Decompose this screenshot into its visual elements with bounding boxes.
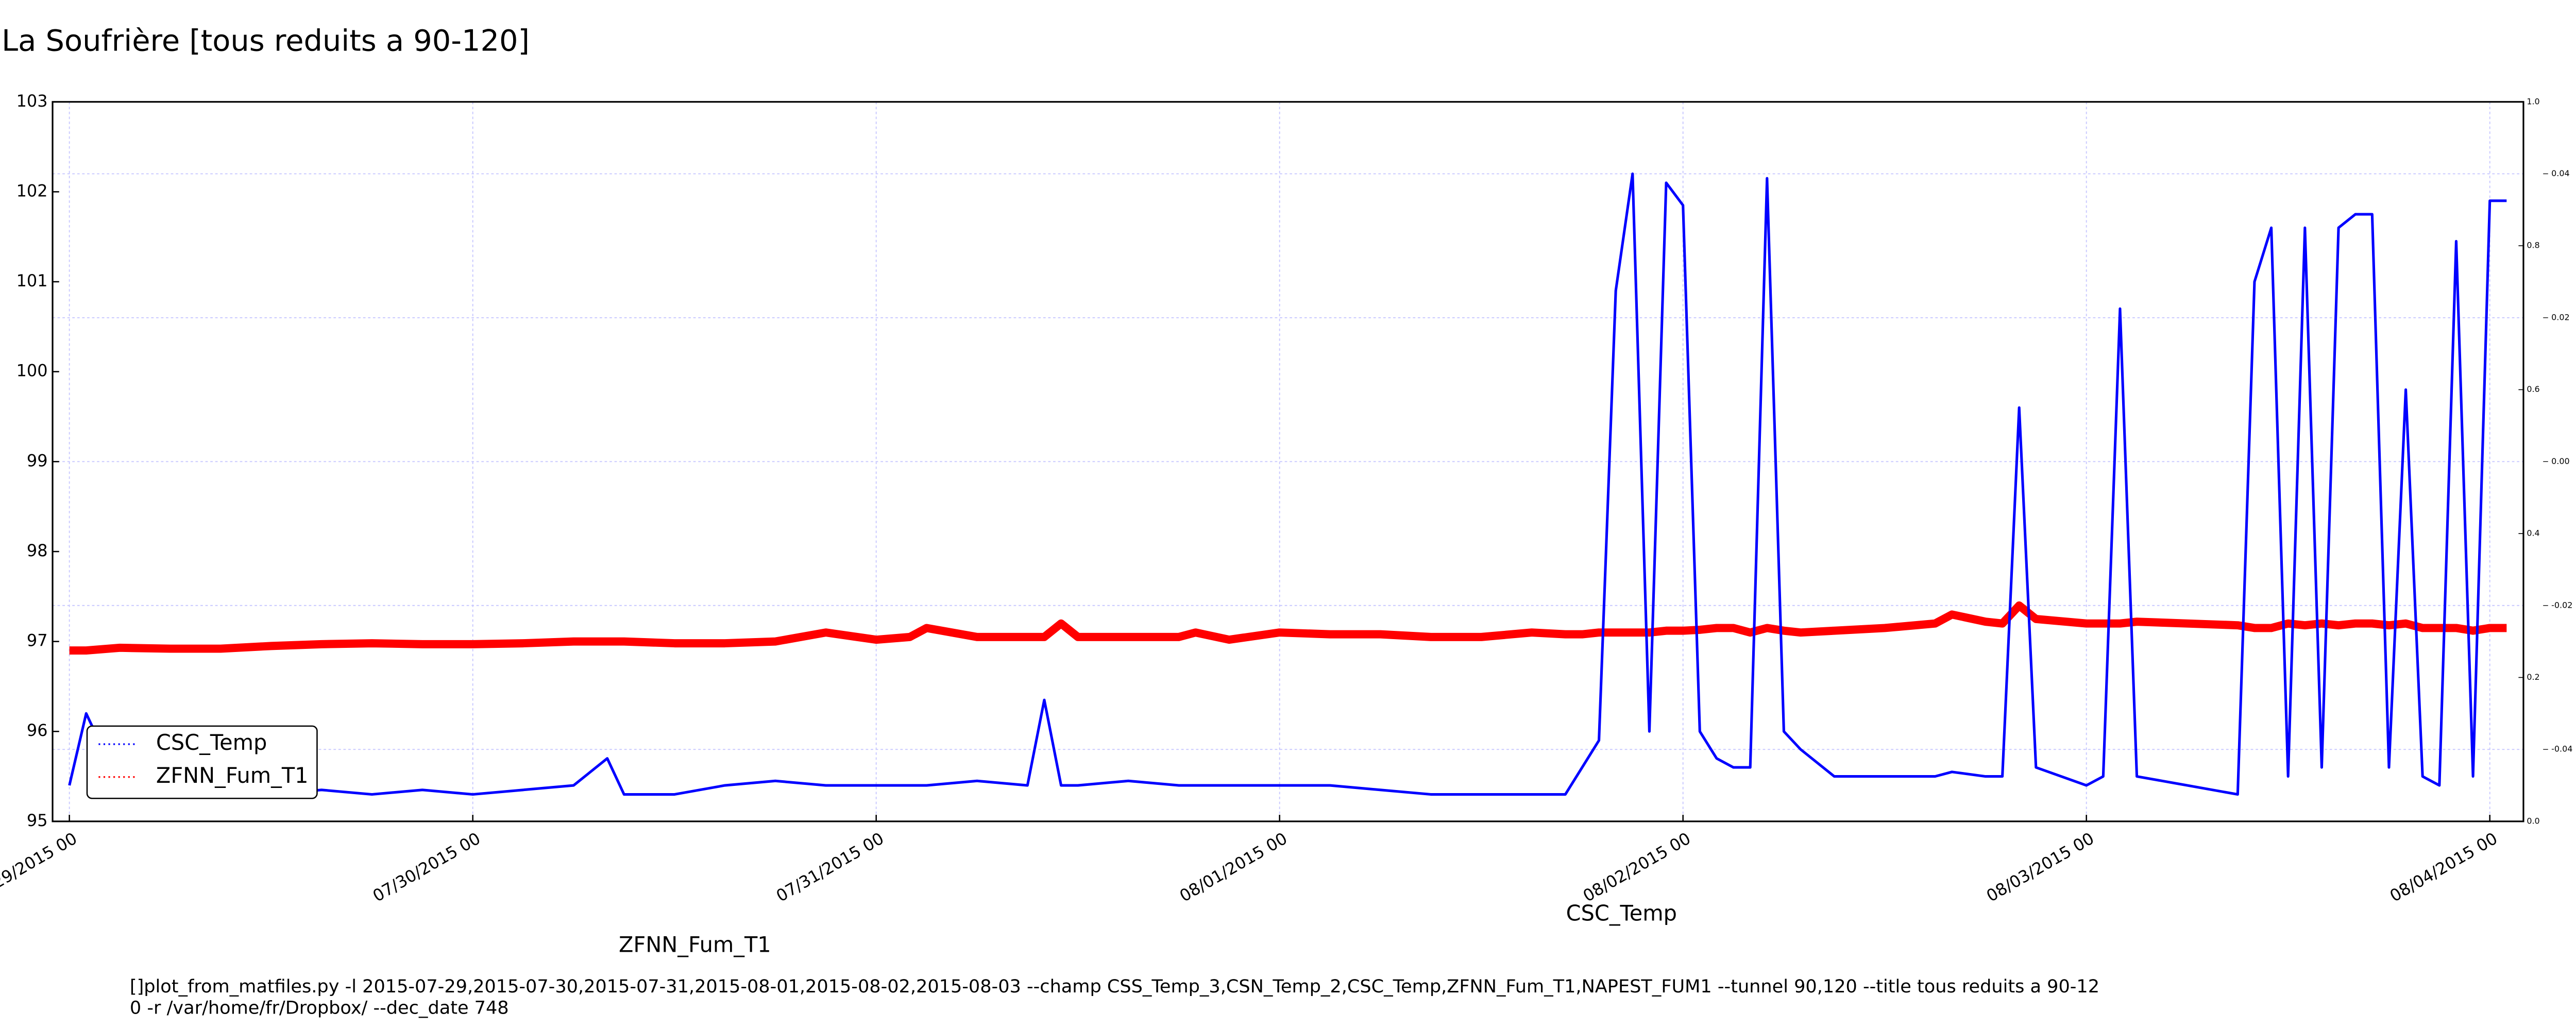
y-tick-label: 98 <box>27 541 48 560</box>
x-tick-label: 08/02/2015 00 <box>1580 829 1694 906</box>
y-tick-label: 99 <box>27 451 48 470</box>
y-tick-label: 97 <box>27 631 48 650</box>
x-tick-label: 08/01/2015 00 <box>1176 829 1291 906</box>
y2-tick-label: 0.6 <box>2527 384 2539 394</box>
plot-frame <box>52 101 2524 822</box>
y-tick-label: 102 <box>16 181 48 200</box>
x-tick-label: 07/31/2015 00 <box>773 829 887 906</box>
y2-tick-label: 0.0 <box>2527 816 2539 826</box>
y3-tick-label: -0.02 <box>2551 600 2572 610</box>
y3-tick-label: 0.02 <box>2551 312 2569 322</box>
y3-tick-label: -0.04 <box>2551 744 2572 754</box>
y-tick-label: 101 <box>16 271 48 290</box>
y-tick-label: 103 <box>16 91 48 111</box>
y3-tick-label: 0.00 <box>2551 456 2569 466</box>
y-tick-label: 95 <box>27 811 48 830</box>
legend-label: CSC_Temp <box>156 730 267 755</box>
y2-tick-label: 0.4 <box>2527 528 2539 538</box>
legend-box <box>86 725 318 799</box>
annotation: ZFNN_Fum_T1 <box>619 932 771 957</box>
y2-tick-label: 0.8 <box>2527 241 2539 250</box>
annotation: CSC_Temp <box>1566 901 1677 926</box>
series-line <box>69 601 2507 655</box>
y2-tick-label: 1.0 <box>2527 96 2539 106</box>
y-tick-label: 100 <box>16 361 48 381</box>
y3-tick-label: 0.04 <box>2551 168 2569 178</box>
y-tick-label: 96 <box>27 720 48 740</box>
footer-line: 0 -r /var/home/fr/Dropbox/ --dec_date 74… <box>130 998 509 1019</box>
x-tick-label: 07/30/2015 00 <box>369 829 484 906</box>
y2-tick-label: 0.2 <box>2527 672 2539 682</box>
legend-label: ZFNN_Fum_T1 <box>156 763 309 788</box>
x-tick-label: 08/03/2015 00 <box>1983 829 2097 906</box>
x-tick-label: 08/04/2015 00 <box>2386 829 2501 906</box>
x-tick-label: 07/29/2015 00 <box>0 829 80 906</box>
series-line <box>68 172 2507 796</box>
footer-line: []plot_from_matfiles.py -l 2015-07-29,20… <box>130 976 2099 997</box>
chart-title: La Soufrière [tous reduits a 90-120] <box>2 24 530 58</box>
